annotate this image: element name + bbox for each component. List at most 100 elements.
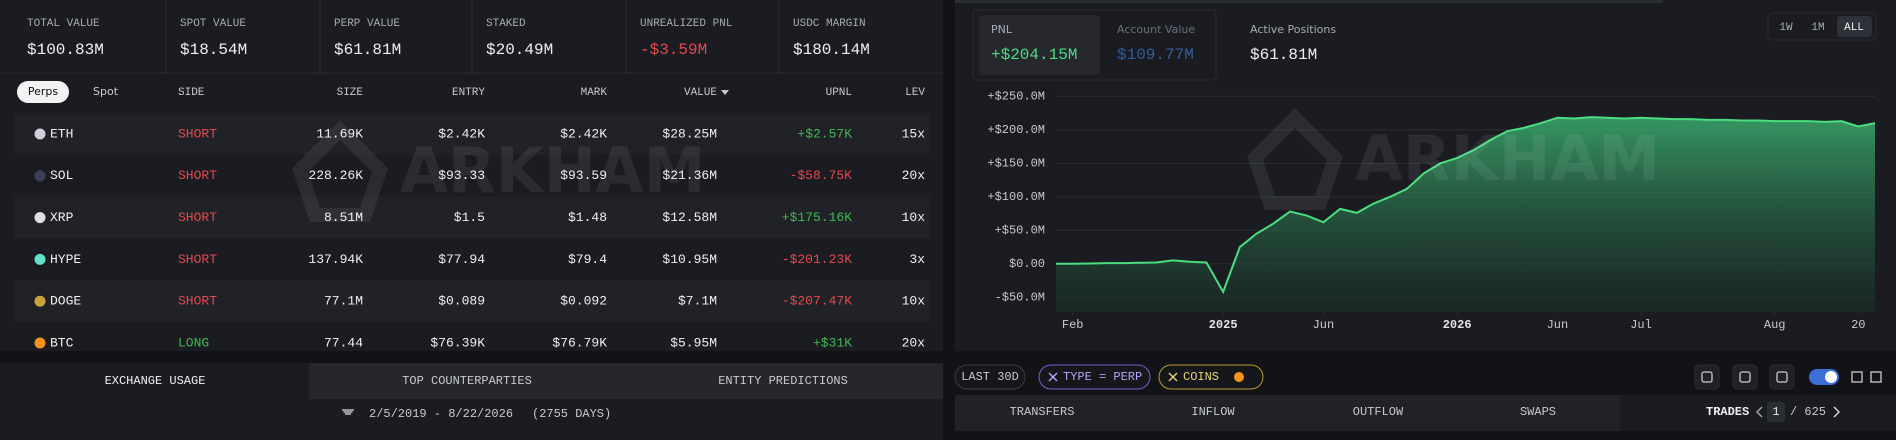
toolbar-icon[interactable] <box>1870 371 1882 383</box>
summary-label: PNL <box>991 23 1013 36</box>
x-tick-label: 20 <box>1851 318 1865 332</box>
cell: 8.51M <box>324 210 363 225</box>
tab-bar <box>309 363 943 399</box>
activity-tab[interactable]: TRANSFERS <box>1010 405 1075 419</box>
coin[interactable]: SOL <box>50 168 73 183</box>
column-header[interactable]: MARK <box>581 87 608 99</box>
date-range: 2/5/2019 - 8/22/2026 <box>369 407 513 421</box>
area-fill <box>1056 117 1875 312</box>
activity-tab[interactable]: INFLOW <box>1191 405 1235 419</box>
stat-label: PERP VALUE <box>334 18 400 30</box>
cell: $76.79K <box>552 335 607 350</box>
coin-icon <box>34 253 46 265</box>
tab[interactable]: Perps <box>28 85 59 98</box>
watermark-text: ARKHAM <box>400 134 705 207</box>
x-tick-label: 2026 <box>1443 318 1472 332</box>
coin[interactable]: ETH <box>50 126 73 141</box>
cell: 137.94K <box>308 252 363 267</box>
row-bg <box>14 280 930 323</box>
range-button[interactable]: 1M <box>1811 22 1824 34</box>
activity-tab-bar <box>955 395 1620 431</box>
stat-value: $100.83M <box>27 41 104 59</box>
y-tick-label: +$200.0M <box>987 123 1045 137</box>
date-days: (2755 DAYS) <box>532 407 611 421</box>
filter-chip[interactable] <box>1158 364 1264 390</box>
cell: +$31K <box>813 335 852 350</box>
watermark-logo <box>1246 108 1344 210</box>
cell: SHORT <box>178 210 217 225</box>
column-header[interactable]: VALUE <box>684 87 717 99</box>
range-button[interactable]: ALL <box>1844 22 1864 34</box>
row-bg <box>14 113 930 155</box>
cell: LONG <box>178 335 209 350</box>
y-tick-label: +$250.0M <box>987 90 1045 104</box>
toolbar-button[interactable] <box>1694 364 1720 390</box>
cell: $2.42K <box>438 126 485 141</box>
coin[interactable]: BTC <box>50 335 74 350</box>
x-tick-label: Jun <box>1547 318 1569 332</box>
tab-active[interactable] <box>17 81 69 103</box>
x-tick-label: Feb <box>1062 318 1084 332</box>
y-tick-label: +$50.0M <box>995 223 1045 237</box>
cell: SHORT <box>178 126 217 141</box>
cell: 3x <box>909 252 925 267</box>
toolbar-button[interactable] <box>1732 364 1758 390</box>
cell: 10x <box>902 294 926 309</box>
sort-arrow <box>721 90 729 95</box>
prev-arrow[interactable] <box>1756 406 1763 418</box>
watermark: ARKHAM <box>1246 108 1660 210</box>
stat-label: TOTAL VALUE <box>27 18 100 30</box>
coin[interactable]: HYPE <box>50 252 81 267</box>
section-tab[interactable]: ENTITY PREDICTIONS <box>718 374 848 388</box>
pnl-box[interactable] <box>979 15 1100 75</box>
next-arrow[interactable] <box>1833 406 1840 418</box>
summary-label[interactable]: Account Value <box>1117 23 1195 36</box>
chip-close <box>1048 372 1058 382</box>
cell: 15x <box>902 126 926 141</box>
watermark-text: ARKHAM <box>1355 122 1660 195</box>
filter-chip[interactable] <box>954 364 1026 390</box>
summary-label: Active Positions <box>1250 23 1336 36</box>
activity-tab[interactable]: TRADES <box>1706 405 1749 419</box>
coin-icon <box>34 170 46 182</box>
activity-tab[interactable]: SWAPS <box>1520 405 1556 419</box>
section-tab[interactable]: TOP COUNTERPARTIES <box>402 374 532 388</box>
filter-label[interactable]: COINS <box>1183 370 1219 384</box>
scrollbar <box>955 0 1663 3</box>
toolbar-icon <box>1701 371 1713 383</box>
filter-label[interactable]: LAST 30D <box>961 370 1019 384</box>
toolbar-icon <box>1776 371 1788 383</box>
x-tick-label: Aug <box>1764 318 1786 332</box>
coin[interactable]: XRP <box>50 210 74 225</box>
column-header[interactable]: UPNL <box>826 87 852 99</box>
column-header[interactable]: LEV <box>905 87 925 99</box>
range-active <box>1837 16 1872 37</box>
section-tab[interactable]: EXCHANGE USAGE <box>105 374 206 388</box>
column-header[interactable]: SIZE <box>337 87 364 99</box>
cell: $93.59 <box>560 168 607 183</box>
filter-chip[interactable] <box>1038 364 1151 390</box>
watermark-logo <box>291 120 389 222</box>
activity-tab[interactable]: OUTFLOW <box>1353 405 1404 419</box>
summary-box <box>972 9 1217 81</box>
range-button[interactable]: 1W <box>1779 22 1793 34</box>
row-bg <box>14 196 930 239</box>
coin-icon <box>34 212 46 224</box>
line <box>1056 116 1876 295</box>
x-tick-label: Jun <box>1313 318 1335 332</box>
cell: $12.58M <box>662 210 717 225</box>
cell: $21.36M <box>662 168 717 183</box>
toolbar-icon[interactable] <box>1851 371 1863 383</box>
column-header[interactable]: ENTRY <box>452 87 485 99</box>
cell: SHORT <box>178 252 217 267</box>
cell: -$201.23K <box>782 252 852 267</box>
cell: $10.95M <box>662 252 717 267</box>
coin-icon <box>34 128 46 140</box>
cell: $7.1M <box>678 294 717 309</box>
coin[interactable]: DOGE <box>50 294 81 309</box>
tab[interactable]: Spot <box>93 85 119 98</box>
filter-label[interactable]: TYPE = PERP <box>1063 370 1142 384</box>
column-header[interactable]: SIDE <box>178 87 205 99</box>
toolbar-button[interactable] <box>1769 364 1795 390</box>
